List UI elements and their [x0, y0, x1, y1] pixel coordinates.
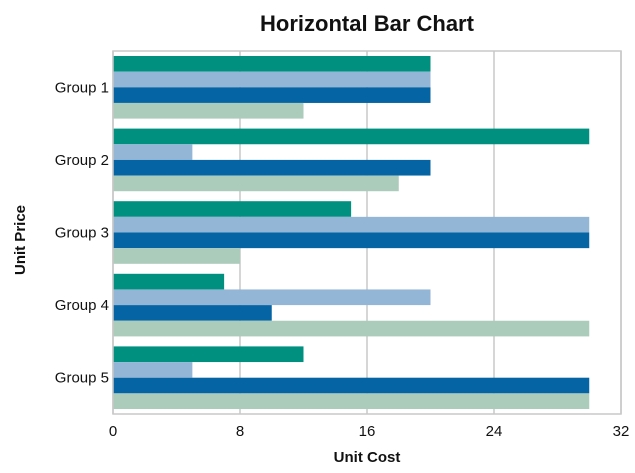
- bar-2-2: [113, 144, 193, 160]
- bar-3-2: [113, 216, 590, 233]
- bar-1-4: [113, 102, 304, 119]
- bar-3-4: [113, 248, 240, 264]
- bars: [113, 56, 590, 409]
- y-tick-label: Group 5: [55, 370, 109, 387]
- bar-2-1: [113, 128, 590, 145]
- x-tick-label: 16: [359, 423, 376, 440]
- y-tick-label: Group 4: [55, 297, 109, 314]
- bar-2-3: [113, 159, 431, 176]
- plot-area: [112, 50, 622, 415]
- bar-5-1: [113, 346, 304, 363]
- bar-1-3: [113, 87, 431, 103]
- x-tick-label: 0: [109, 423, 117, 440]
- y-axis-ticks: Group 1 Group 2 Group 3 Group 4 Group 5: [55, 79, 109, 386]
- bar-4-2: [113, 289, 431, 306]
- x-axis-title: Unit Cost: [334, 449, 401, 466]
- y-tick-label: Group 3: [55, 225, 109, 242]
- bar-4-4: [113, 320, 590, 337]
- bar-2-4: [113, 175, 399, 192]
- bar-4-1: [113, 273, 225, 290]
- bar-3-3: [113, 232, 590, 249]
- x-tick-label: 32: [613, 423, 630, 440]
- bar-3-1: [113, 201, 352, 217]
- bar-5-3: [113, 377, 590, 394]
- bar-5-4: [113, 393, 590, 409]
- bar-5-2: [113, 362, 193, 378]
- y-axis-title: Unit Price: [12, 205, 29, 275]
- bar-1-1: [113, 56, 431, 72]
- y-tick-label: Group 2: [55, 152, 109, 169]
- x-tick-label: 8: [236, 423, 244, 440]
- chart-title: Horizontal Bar Chart: [260, 11, 475, 36]
- bar-4-3: [113, 305, 272, 321]
- bar-1-2: [113, 71, 431, 88]
- y-tick-label: Group 1: [55, 79, 109, 96]
- x-tick-label: 24: [486, 423, 503, 440]
- x-axis-ticks: 0 8 16 24 32: [109, 423, 630, 440]
